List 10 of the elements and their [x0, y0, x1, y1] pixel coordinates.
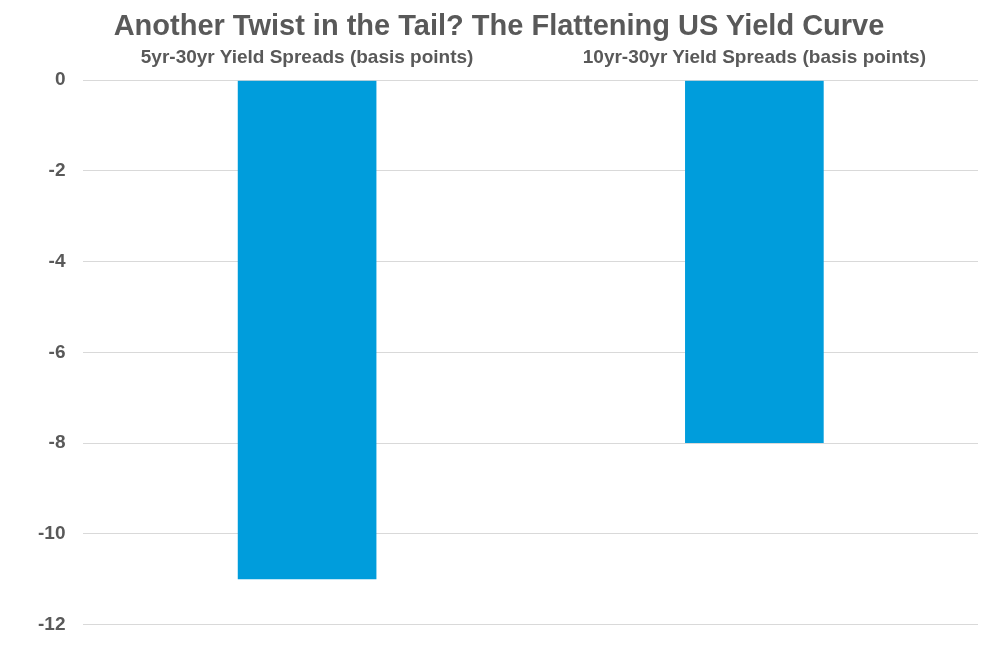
y-tick-label: -4	[48, 249, 66, 271]
y-tick-label: -12	[37, 612, 66, 634]
y-tick-label: -10	[37, 522, 66, 544]
y-tick-label: 0	[54, 68, 66, 90]
y-tick-label: -2	[48, 159, 66, 181]
x-tick-label: 5yr-30yr Yield Spreads (basis points)	[140, 45, 474, 67]
y-tick-label: -6	[48, 340, 66, 362]
y-tick-label: -8	[48, 431, 66, 453]
chart-title: Another Twist in the Tail? The Flattening US Yield Curve	[113, 8, 885, 41]
x-tick-label: 10yr-30yr Yield Spreads (basis points)	[582, 45, 926, 67]
